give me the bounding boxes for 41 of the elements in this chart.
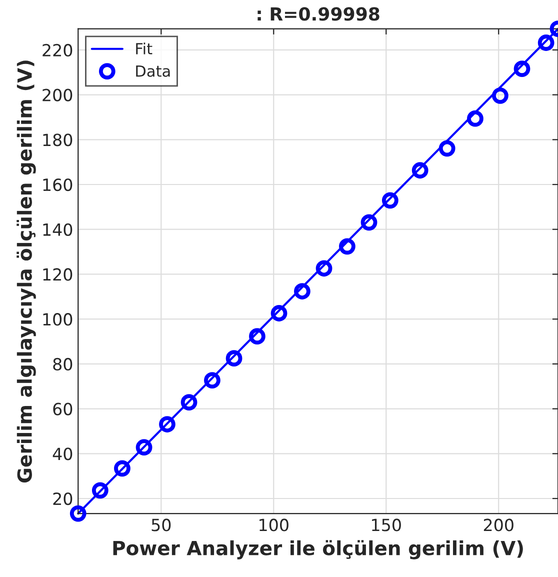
point [70, 505, 86, 522]
x-axis-title: Power Analyzer ile ölçülen gerilim (V) [113, 540, 523, 560]
point [226, 350, 242, 367]
y-tick-label: 200 [42, 88, 72, 102]
point [514, 60, 530, 77]
point [412, 162, 428, 179]
point [180, 394, 198, 410]
point [538, 34, 554, 51]
legend-label: Data [136, 65, 170, 77]
point [136, 439, 152, 456]
x-tick-label: 200 [484, 518, 514, 532]
y-tick-label: 220 [42, 44, 72, 56]
x-tick-label: 50 [152, 518, 171, 532]
y-tick-label: 60 [53, 402, 72, 416]
point [204, 372, 220, 388]
y-tick-label: 20 [53, 492, 72, 506]
y-tick-label: 120 [43, 268, 72, 281]
x-tick-label: 100 [260, 518, 288, 532]
y-tick-label: 180 [43, 134, 72, 146]
point [249, 328, 266, 345]
point [382, 192, 398, 209]
chart-title: : R=0.99998 [258, 7, 380, 21]
point [159, 416, 176, 432]
y-tick-label: 100 [43, 313, 72, 326]
point [316, 260, 332, 277]
point [467, 110, 484, 127]
point [92, 482, 108, 499]
y-axis-title: Gerilim algılayıcıyla ölçülen gerilim (V) [16, 60, 36, 482]
x-tick-label: 150 [372, 518, 401, 532]
point [339, 238, 356, 255]
point [270, 305, 288, 322]
point [438, 140, 456, 157]
point [294, 283, 310, 300]
point [114, 460, 130, 477]
point [360, 214, 378, 231]
legend-label: Fit [136, 42, 152, 54]
y-tick-label: 40 [52, 448, 72, 460]
y-tick-label: 80 [53, 358, 72, 370]
y-tick-label: 160 [43, 178, 72, 192]
y-tick-label: 140 [43, 223, 72, 236]
point [492, 87, 508, 104]
